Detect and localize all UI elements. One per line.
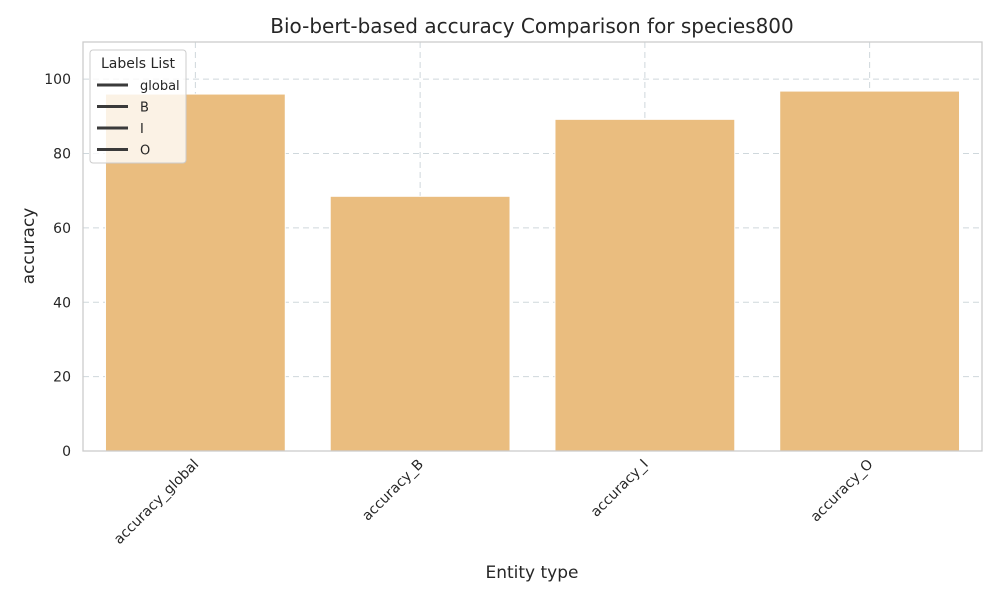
y-tick-label: 100 [44, 72, 71, 88]
bar-accuracy_I [554, 118, 736, 452]
bar-accuracy_B [329, 195, 511, 452]
plot-frame [82, 41, 983, 452]
chart-title: Bio-bert-based accuracy Comparison for s… [270, 14, 794, 38]
bar-accuracy_O [779, 90, 961, 452]
y-tick-label: 20 [53, 370, 71, 386]
legend-item-label: global [140, 79, 180, 94]
legend-box [89, 49, 187, 164]
x-tick-label: accuracy_B [359, 457, 427, 525]
x-tick-label: accuracy_O [808, 457, 877, 526]
x-tick-label: accuracy_global [111, 457, 202, 548]
legend: Labels List global BIO [89, 49, 187, 164]
bars [104, 90, 961, 452]
legend-title: Labels List [101, 56, 175, 72]
legend-item-label: B [140, 101, 149, 116]
x-tick-label: accuracy_I [588, 457, 652, 521]
x-axis-label: Entity type [485, 563, 578, 583]
y-tick-labels: 0 20 40 60 80 100 [44, 72, 71, 460]
y-tick-label: 40 [53, 295, 71, 311]
y-tick-label: 80 [53, 147, 71, 163]
y-axis-label: accuracy [19, 208, 39, 285]
legend-item-label: O [140, 144, 150, 159]
y-tick-label: 0 [62, 444, 71, 460]
legend-items: global BIO [97, 79, 180, 159]
y-tick-label: 60 [53, 221, 71, 237]
x-tick-labels: accuracy_global accuracy_B accuracy_I accur… [111, 457, 876, 548]
legend-item-label: I [140, 122, 144, 137]
